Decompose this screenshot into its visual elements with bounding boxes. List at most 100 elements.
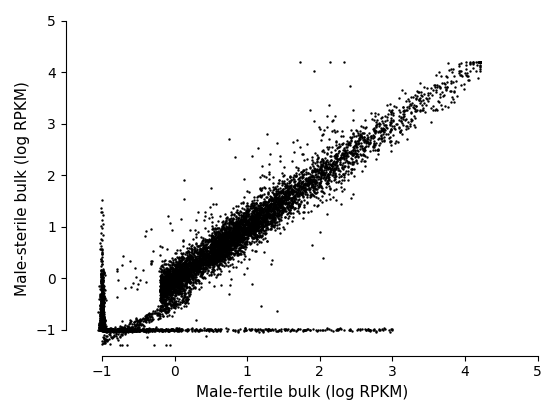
Point <box>222 225 231 232</box>
Point <box>258 212 267 219</box>
Point <box>238 239 247 246</box>
Point <box>225 233 234 240</box>
Point <box>99 293 108 300</box>
Point <box>242 225 251 232</box>
Point <box>248 228 257 234</box>
Point <box>119 327 128 334</box>
Point <box>176 325 185 332</box>
Point <box>239 217 248 223</box>
Point <box>241 217 250 223</box>
Point <box>155 327 164 334</box>
Point <box>141 327 150 334</box>
Point <box>95 325 104 332</box>
Point <box>100 325 109 332</box>
Point <box>227 249 236 256</box>
Point <box>237 259 246 265</box>
Point <box>475 59 484 65</box>
Point <box>184 240 193 247</box>
Point <box>175 261 184 267</box>
Point <box>99 322 108 329</box>
Point <box>365 148 374 155</box>
Point <box>203 247 212 253</box>
Point <box>160 280 169 286</box>
Point <box>172 261 181 268</box>
Point <box>316 170 325 176</box>
Point <box>99 303 108 309</box>
Point <box>178 253 187 260</box>
Point <box>227 249 236 256</box>
Point <box>229 234 238 240</box>
Point <box>289 193 297 200</box>
Point <box>194 263 203 269</box>
Point <box>264 218 273 225</box>
Point <box>137 326 146 333</box>
Point <box>127 283 136 290</box>
Point <box>218 262 227 269</box>
Point <box>99 315 108 322</box>
Point <box>351 126 360 133</box>
Point <box>257 206 266 212</box>
Point <box>99 323 108 330</box>
Point <box>185 251 194 258</box>
Point <box>97 310 106 316</box>
Point <box>220 244 229 251</box>
Point <box>402 123 411 129</box>
Point <box>97 309 106 316</box>
Point <box>195 265 204 271</box>
Point <box>115 327 124 333</box>
Point <box>304 178 313 185</box>
Point <box>237 215 246 222</box>
Point <box>163 282 172 288</box>
Point <box>240 327 248 334</box>
Point <box>164 267 173 274</box>
Point <box>99 315 108 321</box>
Point <box>171 276 180 283</box>
Point <box>218 249 227 255</box>
Point <box>208 245 217 251</box>
Point <box>456 68 465 75</box>
Point <box>100 317 109 324</box>
Point <box>203 267 212 274</box>
Point <box>273 190 282 197</box>
Point <box>276 201 285 208</box>
Point <box>133 321 141 328</box>
Point <box>96 322 105 329</box>
Point <box>98 325 107 332</box>
Point <box>323 123 331 130</box>
Point <box>180 258 189 265</box>
Point <box>94 324 103 331</box>
Point <box>221 244 229 250</box>
Point <box>164 272 173 278</box>
Point <box>284 206 293 213</box>
Point <box>250 214 258 221</box>
Point <box>218 244 227 251</box>
Point <box>210 230 219 237</box>
Point <box>170 280 179 287</box>
Point <box>304 173 313 180</box>
Point <box>97 313 106 320</box>
Point <box>201 333 210 340</box>
Point <box>338 151 347 158</box>
Point <box>98 325 107 332</box>
Point <box>100 326 109 332</box>
Point <box>97 223 106 230</box>
Point <box>346 149 355 155</box>
Point <box>166 292 175 298</box>
Point <box>162 327 171 334</box>
Point <box>305 178 314 185</box>
Point <box>208 250 217 257</box>
Point <box>180 263 189 270</box>
Point <box>216 249 225 255</box>
Point <box>99 285 108 291</box>
Point <box>244 206 253 212</box>
Point <box>208 238 217 245</box>
Point <box>98 324 107 331</box>
Point <box>183 257 192 264</box>
Point <box>475 63 484 70</box>
Point <box>253 226 262 233</box>
Point <box>241 220 250 227</box>
Point <box>370 141 379 148</box>
Point <box>286 190 295 197</box>
Point <box>307 182 316 188</box>
Point <box>248 215 257 222</box>
